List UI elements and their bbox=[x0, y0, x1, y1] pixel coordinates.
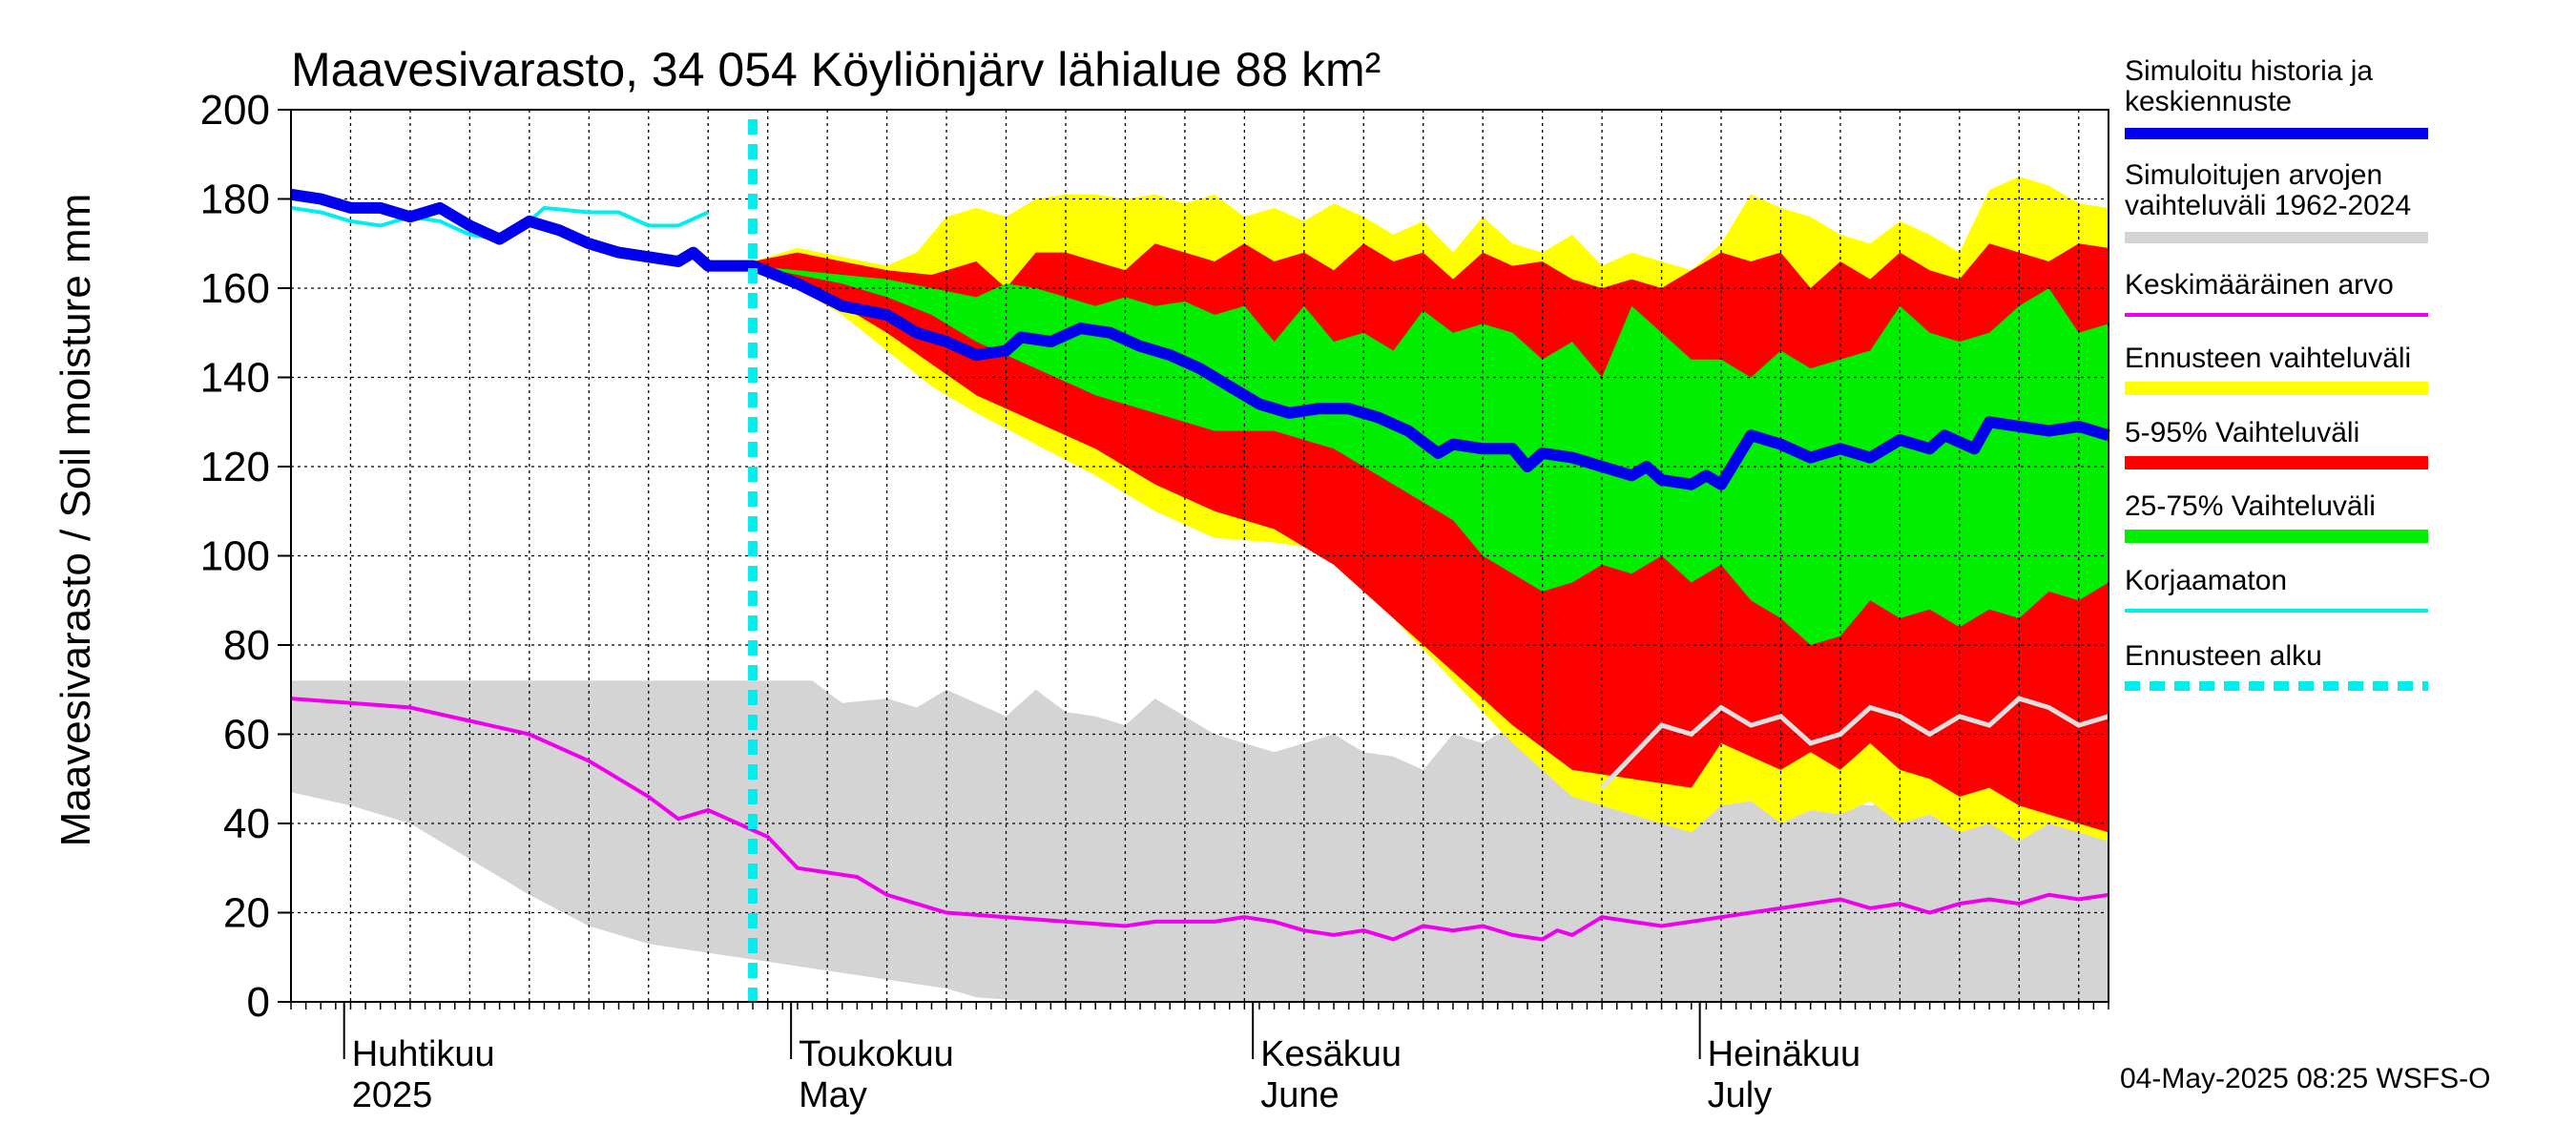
y-tick-label: 180 bbox=[200, 177, 270, 223]
y-tick-label: 20 bbox=[223, 890, 270, 937]
x-month-sublabel: 2025 bbox=[352, 1075, 433, 1115]
x-month-label: Huhtikuu bbox=[352, 1034, 495, 1074]
legend-label-history: Simuloitu historia ja bbox=[2125, 55, 2373, 87]
y-tick-label: 140 bbox=[200, 355, 270, 402]
y-tick-label: 0 bbox=[247, 979, 270, 1026]
legend-label-forecast_range: Ennusteen vaihteluväli bbox=[2125, 343, 2411, 374]
y-tick-label: 160 bbox=[200, 265, 270, 312]
x-month-sublabel: June bbox=[1260, 1075, 1339, 1115]
y-tick-label: 80 bbox=[223, 622, 270, 669]
x-month-label: Toukokuu bbox=[799, 1034, 954, 1074]
legend-sublabel-range_hist: vaihteluväli 1962-2024 bbox=[2125, 190, 2411, 221]
band-layer bbox=[291, 177, 2109, 1002]
legend-label-uncorrected: Korjaamaton bbox=[2125, 565, 2287, 596]
y-tick-label: 40 bbox=[223, 801, 270, 847]
footer-timestamp: 04-May-2025 08:25 WSFS-O bbox=[2120, 1063, 2491, 1094]
chart-title: Maavesivarasto, 34 054 Köyliönjärv lähia… bbox=[291, 43, 1381, 96]
x-month-sublabel: May bbox=[799, 1075, 867, 1115]
percentile-25-75-band bbox=[753, 265, 2109, 645]
legend-sublabel-history: keskiennuste bbox=[2125, 86, 2292, 117]
x-month-sublabel: July bbox=[1708, 1075, 1773, 1115]
simulated-gray-line bbox=[1600, 696, 2109, 790]
y-tick-label: 60 bbox=[223, 712, 270, 759]
x-month-label: Kesäkuu bbox=[1260, 1034, 1402, 1074]
legend-label-p25_75: 25-75% Vaihteluväli bbox=[2125, 490, 2376, 522]
history-median-line bbox=[290, 188, 2110, 490]
line-layer bbox=[290, 119, 2110, 1002]
legend-label-range_hist: Simuloitujen arvojen bbox=[2125, 159, 2382, 191]
legend-label-mean: Keskimääräinen arvo bbox=[2125, 269, 2394, 301]
y-tick-label: 200 bbox=[200, 87, 270, 134]
y-tick-label: 120 bbox=[200, 444, 270, 490]
y-axis-label: Maavesivarasto / Soil moisture mm bbox=[52, 194, 99, 847]
mean-line bbox=[290, 697, 2109, 942]
y-tick-label: 100 bbox=[200, 533, 270, 580]
legend-label-forecast_start: Ennusteen alku bbox=[2125, 640, 2322, 672]
x-month-label: Heinäkuu bbox=[1708, 1034, 1861, 1074]
legend-label-p5_95: 5-95% Vaihteluväli bbox=[2125, 417, 2359, 448]
grid-layer bbox=[291, 110, 2109, 1002]
